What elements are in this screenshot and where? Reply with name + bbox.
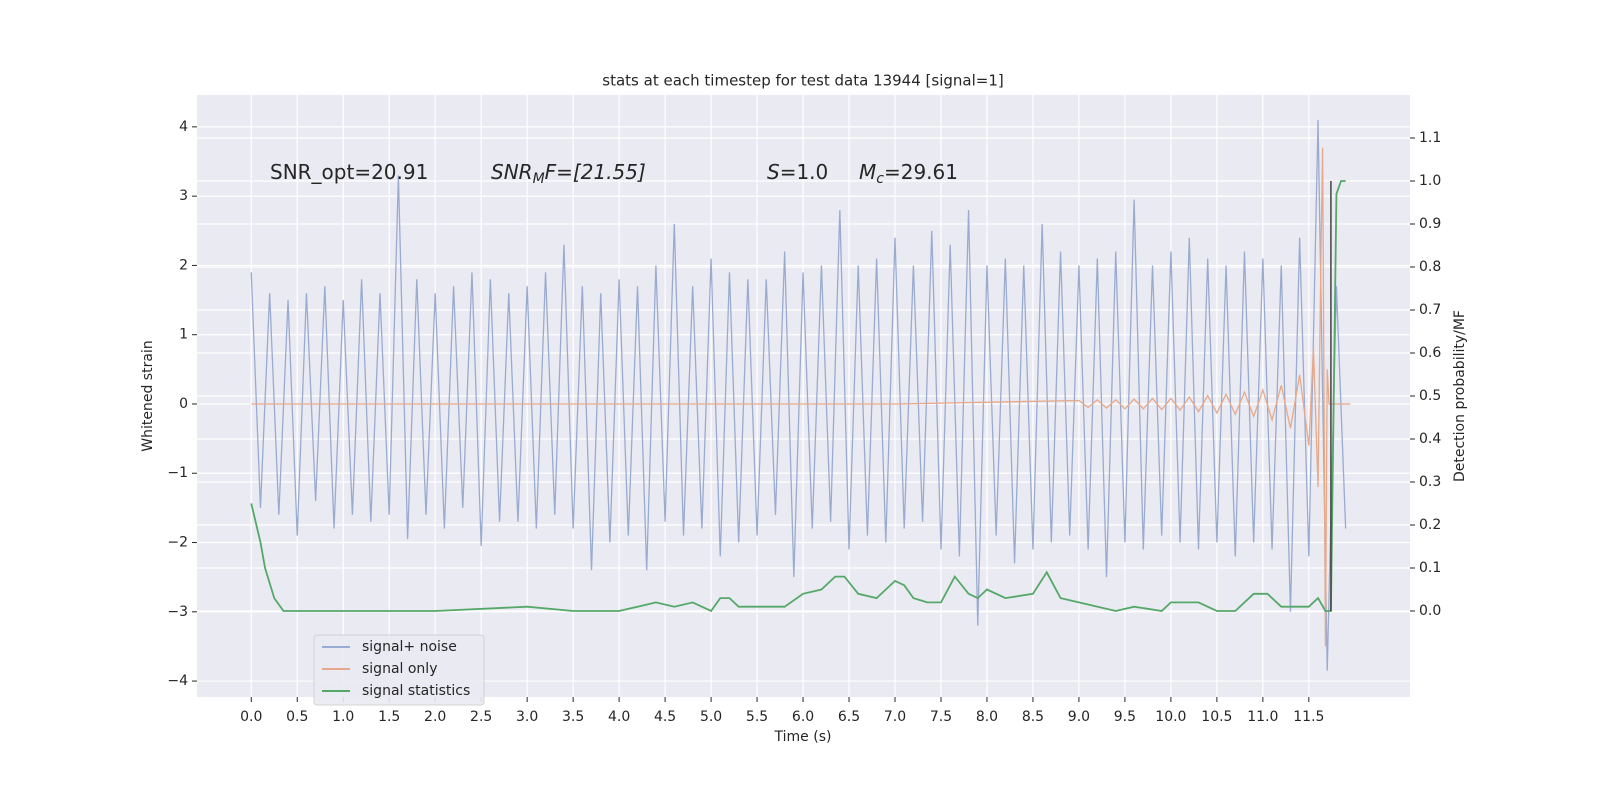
x-tick-label: 7.0 xyxy=(884,709,906,725)
x-tick-label: 0.5 xyxy=(286,709,308,725)
y2-tick-label: 0.3 xyxy=(1419,474,1441,490)
x-tick-label: 10.0 xyxy=(1155,709,1186,725)
x-tick-label: 3.0 xyxy=(516,709,538,725)
annotation-part: F=[21.55] xyxy=(545,160,646,184)
x-tick-label: 9.0 xyxy=(1068,709,1090,725)
x-tick-label: 4.0 xyxy=(608,709,630,725)
legend-label: signal only xyxy=(362,661,437,677)
chart-title: stats at each timestep for test data 139… xyxy=(602,72,1003,90)
annotation-part: =1.0 xyxy=(780,160,829,184)
y2-tick-label: 0.1 xyxy=(1419,560,1441,576)
series-line xyxy=(250,180,1346,613)
y-tick-label: −1 xyxy=(167,465,188,481)
annotation-part: SNR_opt=20.91 xyxy=(270,160,428,184)
y2-tick-label: 1.1 xyxy=(1419,130,1441,146)
y-tick-label: −2 xyxy=(167,535,188,551)
y2-tick-label: 0.9 xyxy=(1419,216,1441,232)
annotation-sub: c xyxy=(876,171,884,187)
y-tick-label: 1 xyxy=(179,327,188,343)
x-tick-label: 5.5 xyxy=(746,709,768,725)
y2-tick-label: 0.6 xyxy=(1419,345,1441,361)
x-tick-label: 6.5 xyxy=(838,709,860,725)
annotation: SNRMF=[21.55] xyxy=(491,160,646,188)
y2-tick-label: 0.0 xyxy=(1419,603,1441,619)
x-tick-label: 4.5 xyxy=(654,709,676,725)
annotation-part: M xyxy=(859,160,876,184)
y2-tick-label: 0.7 xyxy=(1419,302,1441,318)
x-tick-label: 5.0 xyxy=(700,709,722,725)
x-tick-label: 2.5 xyxy=(470,709,492,725)
series-line xyxy=(251,147,1351,647)
y2-axis-label: Detection probability/MF xyxy=(1452,310,1468,482)
y2-tick-label: 0.8 xyxy=(1419,259,1441,275)
x-tick-label: 1.0 xyxy=(332,709,354,725)
x-tick-label: 0.0 xyxy=(240,709,262,725)
y-tick-label: 0 xyxy=(179,396,188,412)
x-tick-label: 1.5 xyxy=(378,709,400,725)
x-tick-label: 8.0 xyxy=(976,709,998,725)
x-tick-label: 6.0 xyxy=(792,709,814,725)
y2-tick-label: 0.2 xyxy=(1419,517,1441,533)
annotation-part: SNR xyxy=(491,160,533,184)
annotation-part: S xyxy=(767,160,780,184)
y-axis-label: Whitened strain xyxy=(140,340,156,451)
legend-label: signal+ noise xyxy=(362,639,457,655)
x-tick-label: 9.5 xyxy=(1114,709,1136,725)
series-line xyxy=(250,119,1347,671)
x-tick-label: 8.5 xyxy=(1022,709,1044,725)
x-tick-label: 11.0 xyxy=(1247,709,1278,725)
x-tick-label: 7.5 xyxy=(930,709,952,725)
y2-tick-label: 1.0 xyxy=(1419,173,1441,189)
y-tick-label: 2 xyxy=(179,257,188,273)
x-axis-label: Time (s) xyxy=(774,729,832,745)
y-tick-label: −4 xyxy=(167,673,188,689)
x-tick-label: 10.5 xyxy=(1201,709,1232,725)
y-tick-label: 3 xyxy=(179,188,188,204)
annotation-part: =29.61 xyxy=(884,160,958,184)
y-tick-label: −3 xyxy=(167,604,188,620)
legend-box xyxy=(313,634,485,706)
x-tick-label: 2.0 xyxy=(424,709,446,725)
annotation: SNR_opt=20.91 xyxy=(270,160,428,184)
annotation: S=1.0 xyxy=(767,160,828,184)
legend-label: signal statistics xyxy=(362,683,470,699)
x-tick-label: 11.5 xyxy=(1293,709,1324,725)
x-tick-label: 3.5 xyxy=(562,709,584,725)
annotation: Mc=29.61 xyxy=(859,160,958,188)
annotation-sub: M xyxy=(533,171,545,187)
y2-tick-label: 0.4 xyxy=(1419,431,1441,447)
y2-tick-label: 0.5 xyxy=(1419,388,1441,404)
y-tick-label: 4 xyxy=(179,119,188,135)
